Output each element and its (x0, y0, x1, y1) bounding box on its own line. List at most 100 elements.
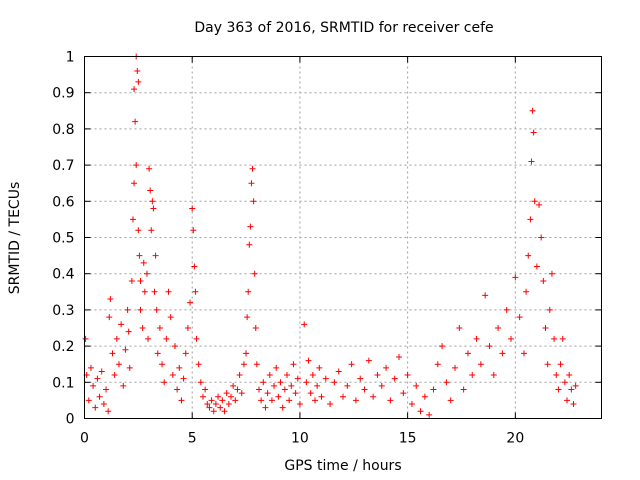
data-point (262, 404, 269, 411)
data-point (94, 375, 101, 382)
data-point (290, 361, 297, 368)
data-point (464, 350, 471, 357)
chart-title: Day 363 of 2016, SRMTID for receiver cef… (194, 20, 493, 36)
x-axis-label: GPS time / hours (284, 458, 401, 474)
x-tick-label: 20 (506, 431, 524, 447)
y-tick-label: 0.8 (52, 122, 74, 138)
data-point (322, 375, 329, 382)
data-point (206, 404, 213, 411)
data-point (140, 259, 147, 266)
data-point (227, 393, 234, 400)
data-point (566, 372, 573, 379)
data-point (303, 379, 310, 386)
data-point (348, 361, 355, 368)
y-tick-label: 0.1 (52, 375, 74, 391)
data-point (503, 306, 510, 313)
data-point (527, 216, 534, 223)
data-point (225, 401, 232, 408)
data-point (365, 357, 372, 364)
data-point (145, 335, 152, 342)
data-point (221, 408, 228, 415)
data-point (252, 325, 259, 331)
data-point (538, 234, 545, 241)
data-point (555, 386, 562, 393)
data-point (82, 335, 89, 342)
data-point (391, 375, 398, 382)
data-point (113, 335, 120, 342)
data-point (129, 216, 136, 223)
data-point (141, 288, 148, 295)
data-point (249, 165, 256, 172)
data-point (564, 397, 571, 404)
data-point (135, 78, 142, 85)
data-point (318, 393, 325, 400)
data-point (171, 343, 178, 350)
data-point (260, 379, 267, 386)
x-tick-label: 15 (399, 431, 417, 447)
data-point (283, 372, 290, 379)
data-point (281, 386, 288, 393)
data-point (253, 361, 260, 368)
data-point (153, 306, 160, 313)
data-point (191, 263, 198, 270)
data-point (525, 252, 532, 259)
data-point (232, 397, 239, 404)
data-point (400, 390, 407, 397)
x-tick-label: 5 (188, 431, 197, 447)
data-point (136, 252, 143, 259)
data-point (167, 314, 174, 321)
data-point (305, 357, 312, 364)
data-point (307, 390, 314, 397)
data-point (286, 397, 293, 404)
data-point (387, 397, 394, 404)
data-point (236, 372, 243, 379)
data-point (122, 346, 129, 353)
data-point (133, 162, 140, 169)
data-point (570, 401, 577, 408)
data-point (340, 393, 346, 400)
y-tick-label: 0 (66, 412, 75, 428)
data-point (477, 361, 484, 368)
data-point (111, 372, 118, 379)
data-point (268, 397, 275, 404)
data-point (87, 364, 94, 371)
y-axis-label: SRMTID / TECUs (7, 182, 23, 295)
data-point (202, 386, 209, 393)
data-point (546, 306, 553, 313)
data-point (482, 292, 489, 299)
data-point (331, 379, 338, 386)
data-point (212, 401, 219, 408)
data-point (132, 118, 139, 125)
data-point (192, 288, 199, 295)
data-point (540, 277, 547, 284)
data-point (553, 372, 560, 379)
data-point (551, 335, 558, 342)
data-point (250, 198, 257, 205)
data-point (150, 205, 157, 212)
data-point (344, 382, 351, 389)
data-point (98, 368, 105, 375)
data-point (266, 372, 273, 379)
data-point (277, 379, 284, 386)
data-point (115, 361, 122, 368)
data-point (137, 306, 144, 313)
data-point (244, 314, 251, 321)
data-point (85, 397, 92, 404)
data-point (151, 288, 158, 295)
data-point (421, 393, 428, 400)
data-point (512, 274, 519, 281)
y-tick-label: 0.2 (52, 339, 74, 355)
data-point (92, 404, 99, 411)
data-point (178, 397, 185, 404)
data-point (234, 386, 241, 393)
data-point (452, 364, 459, 371)
data-point (361, 386, 368, 393)
data-point (469, 372, 476, 379)
data-point (430, 386, 437, 393)
data-point (548, 270, 555, 277)
data-point (572, 382, 579, 389)
data-point (100, 401, 107, 408)
data-point (370, 393, 377, 400)
data-point (309, 372, 316, 379)
data-point (408, 401, 415, 408)
